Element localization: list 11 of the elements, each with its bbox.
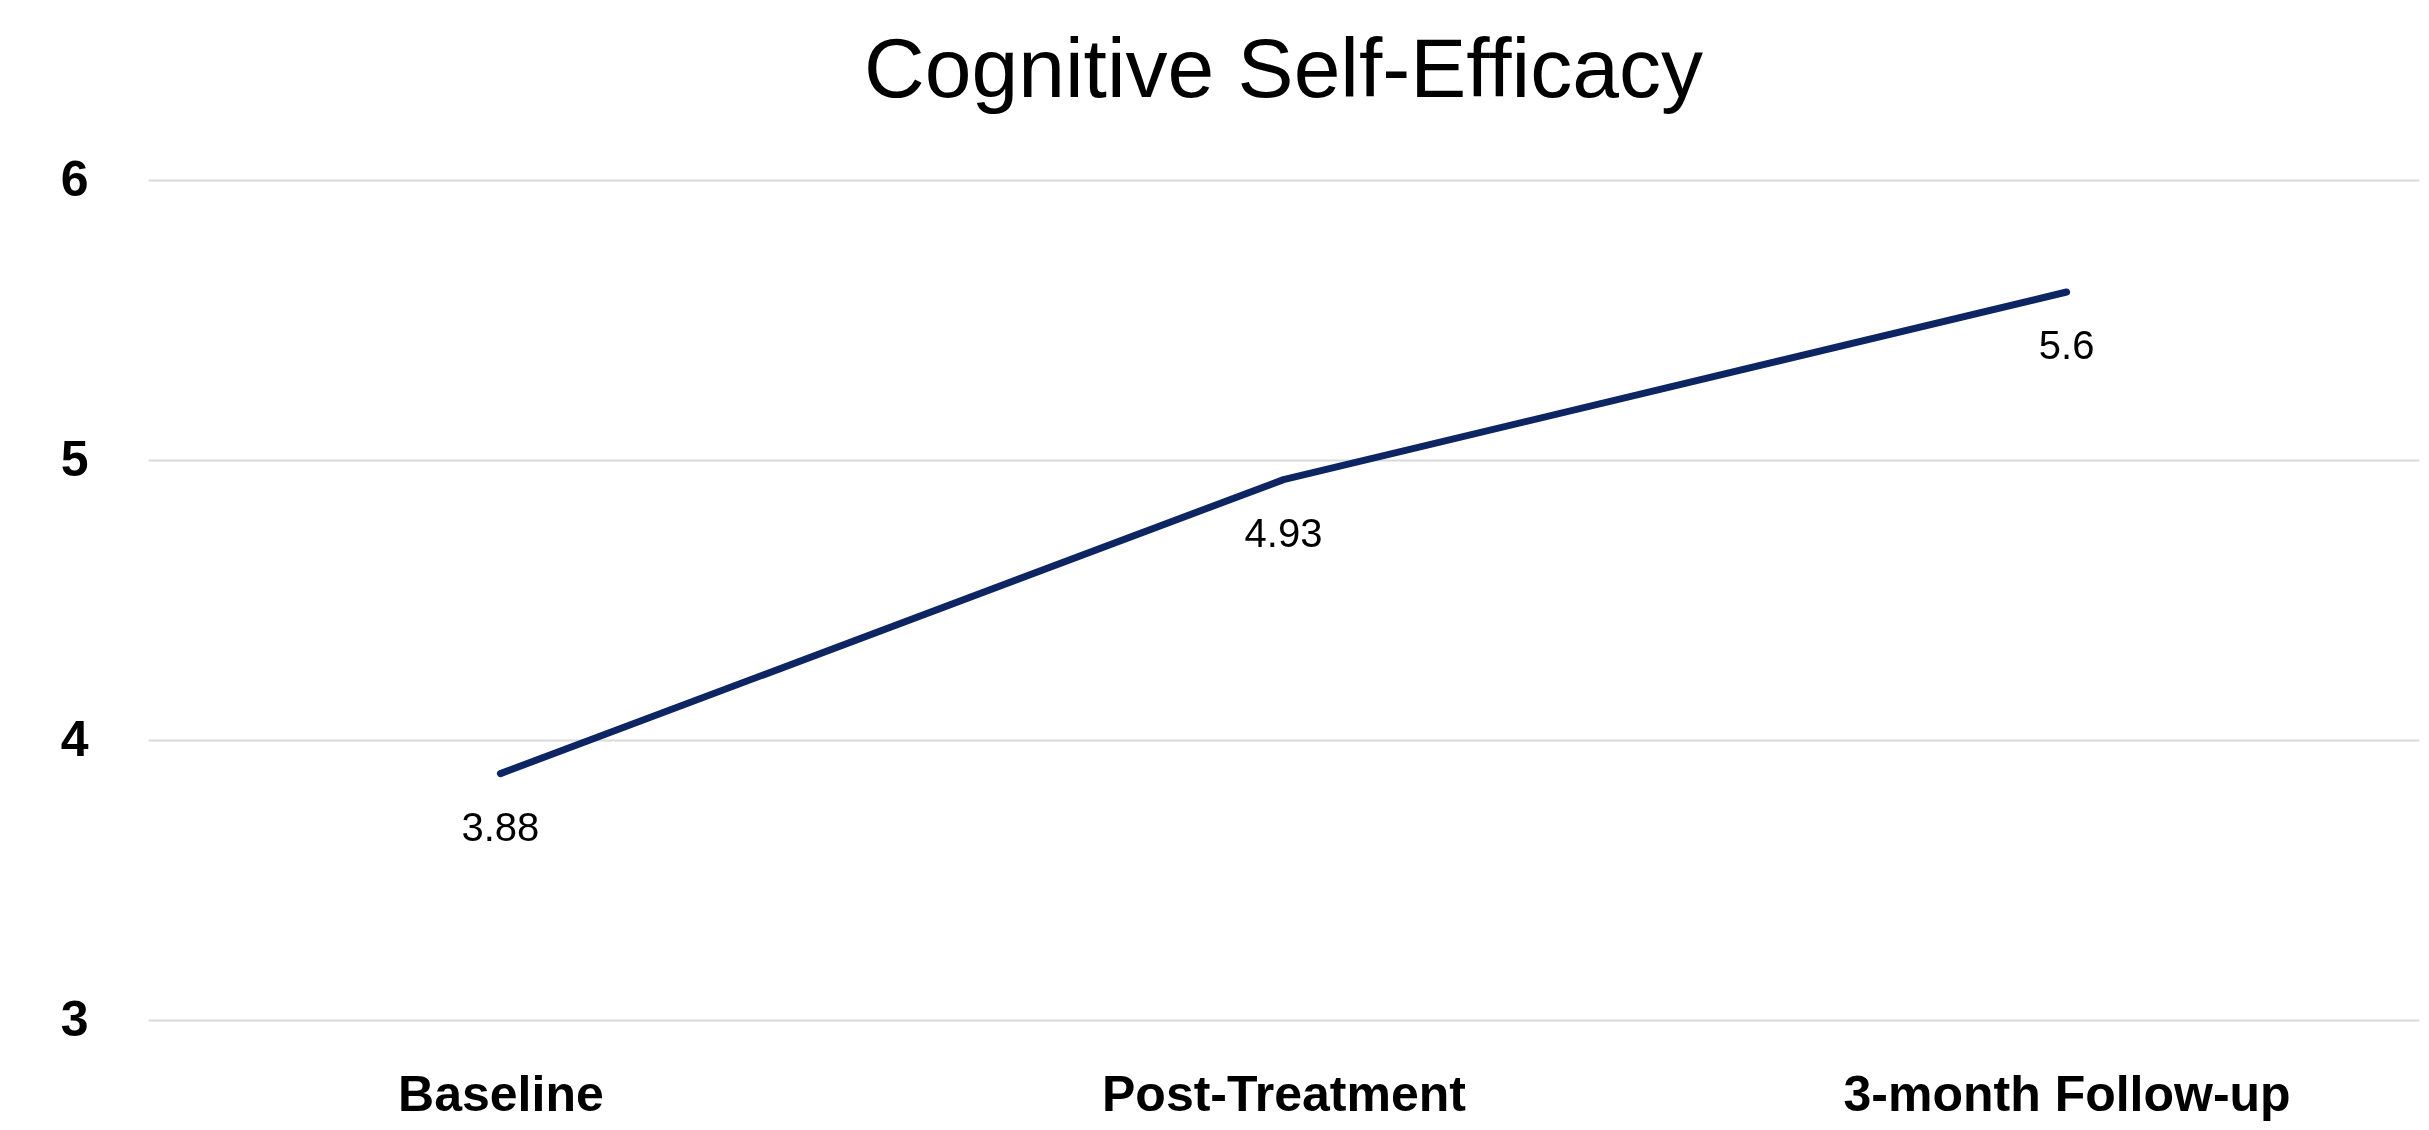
data-label: 3.88 — [461, 804, 540, 849]
y-tick-label: 3 — [60, 990, 89, 1047]
y-tick-label: 6 — [60, 150, 89, 207]
data-label: 5.6 — [2038, 323, 2095, 367]
x-tick-label: 3-month Follow-up — [1843, 1065, 2291, 1122]
x-tick-label: Baseline — [398, 1065, 604, 1122]
data-label: 4.93 — [1244, 510, 1323, 555]
y-tick-label: 4 — [60, 710, 89, 767]
y-tick-label: 5 — [60, 430, 89, 487]
chart-title: Cognitive Self-Efficacy — [864, 21, 1703, 115]
x-tick-label: Post-Treatment — [1102, 1065, 1467, 1122]
